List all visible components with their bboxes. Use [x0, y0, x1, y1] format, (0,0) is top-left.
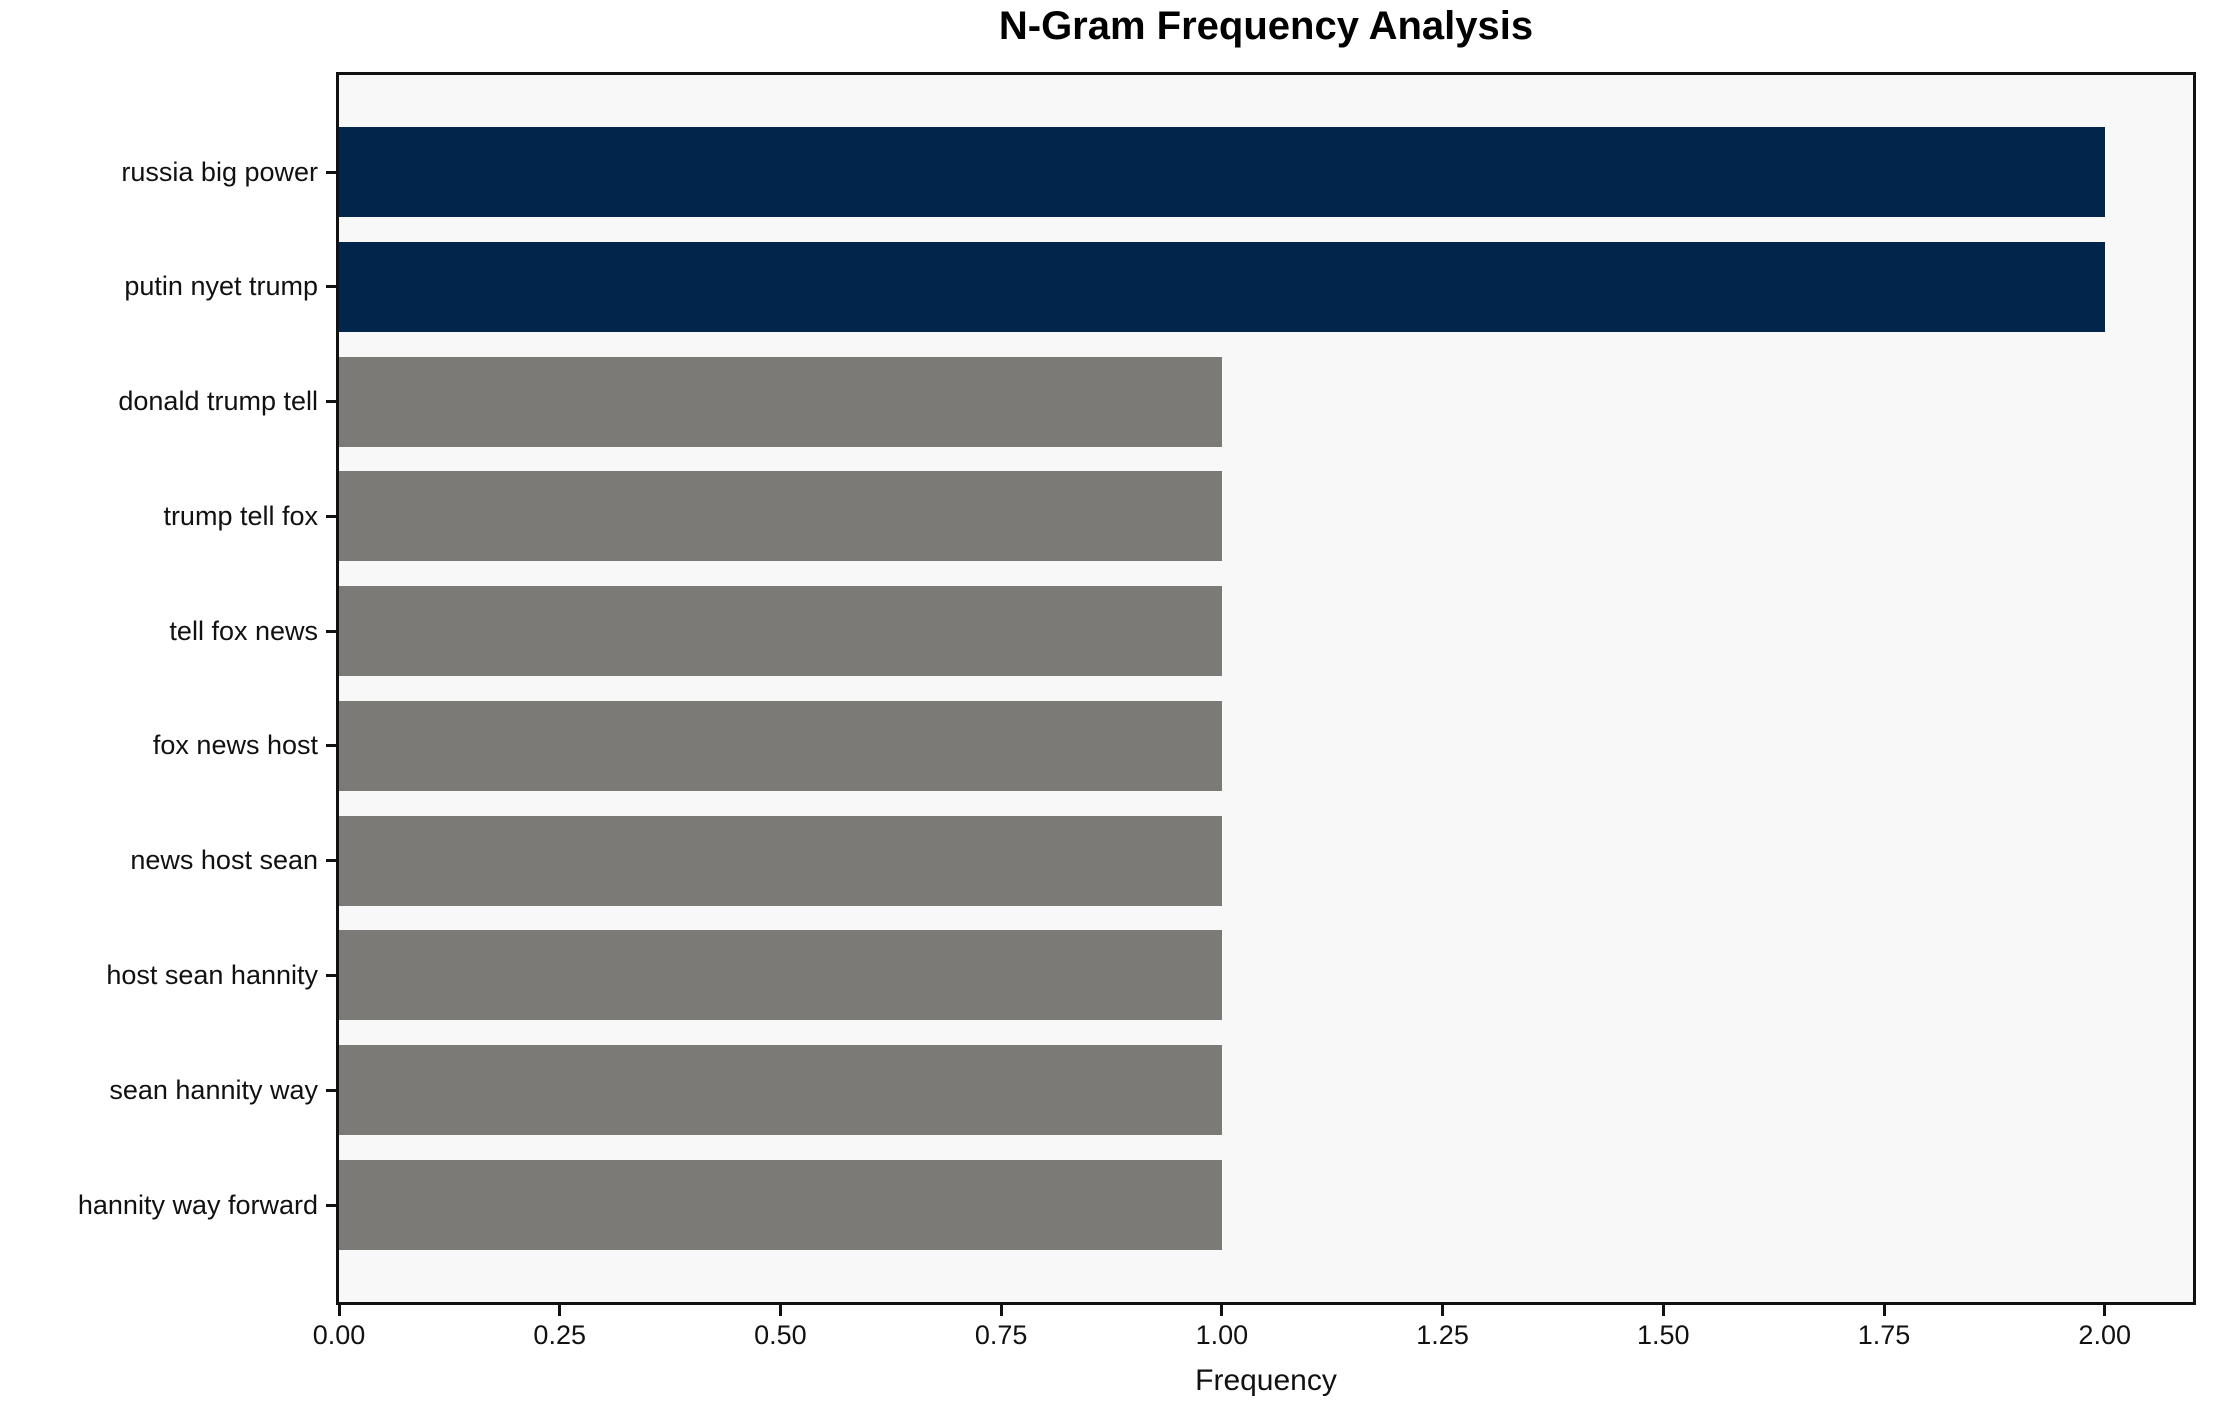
- x-tick-label: 0.00: [312, 1320, 366, 1350]
- x-tick-mark: [2103, 1305, 2107, 1316]
- x-tick-mark: [1882, 1305, 1886, 1316]
- bar: [339, 1160, 1222, 1250]
- x-tick-mark: [778, 1305, 782, 1316]
- chart-title: N-Gram Frequency Analysis: [998, 4, 1534, 48]
- x-axis-title: Frequency: [1195, 1364, 1337, 1397]
- bar: [339, 241, 2105, 332]
- y-tick-label: tell fox news: [169, 615, 318, 646]
- bar: [339, 930, 1222, 1021]
- x-tick-mark: [999, 1305, 1003, 1316]
- y-tick-mark: [326, 400, 336, 404]
- bar: [339, 815, 1222, 906]
- x-tick-label: 1.75: [1857, 1320, 1911, 1350]
- y-tick-label: host sean hannity: [106, 959, 318, 990]
- x-tick-mark: [558, 1305, 562, 1316]
- plot-area: [336, 72, 2196, 1305]
- x-tick-label: 1.00: [1195, 1320, 1249, 1350]
- y-tick-mark: [326, 1203, 336, 1207]
- bar: [339, 356, 1222, 447]
- bar: [339, 586, 1222, 677]
- y-tick-label: fox news host: [152, 730, 318, 761]
- y-tick-mark: [326, 744, 336, 748]
- y-tick-mark: [326, 514, 336, 518]
- bar: [339, 471, 1222, 562]
- y-tick-label: sean hannity way: [109, 1074, 318, 1105]
- x-tick-mark: [1220, 1305, 1224, 1316]
- y-tick-mark: [326, 1088, 336, 1092]
- bar: [339, 1045, 1222, 1136]
- x-tick-label: 2.00: [2078, 1320, 2131, 1350]
- bar: [339, 700, 1222, 791]
- y-tick-mark: [326, 170, 336, 174]
- x-tick-label: 1.25: [1416, 1320, 1469, 1350]
- x-tick-label: 0.50: [754, 1320, 807, 1350]
- y-tick-label: trump tell fox: [163, 500, 318, 531]
- y-tick-mark: [326, 973, 336, 977]
- y-tick-label: russia big power: [121, 156, 318, 187]
- y-tick-label: news host sean: [130, 845, 318, 876]
- y-tick-mark: [326, 285, 336, 289]
- y-tick-label: hannity way forward: [77, 1189, 318, 1220]
- y-axis-labels: russia big power putin nyet trump donald t…: [0, 75, 318, 1302]
- y-tick-mark: [326, 859, 336, 863]
- x-tick-label: 0.75: [974, 1320, 1028, 1350]
- x-tick-mark: [1441, 1305, 1445, 1316]
- y-tick-label: putin nyet trump: [124, 271, 318, 302]
- x-tick-label: 0.25: [533, 1320, 586, 1350]
- x-tick-mark: [337, 1305, 341, 1316]
- y-tick-label: donald trump tell: [118, 386, 318, 417]
- x-tick-label: 1.50: [1637, 1320, 1690, 1350]
- y-tick-mark: [326, 629, 336, 633]
- x-tick-mark: [1661, 1305, 1665, 1316]
- bar: [339, 127, 2105, 217]
